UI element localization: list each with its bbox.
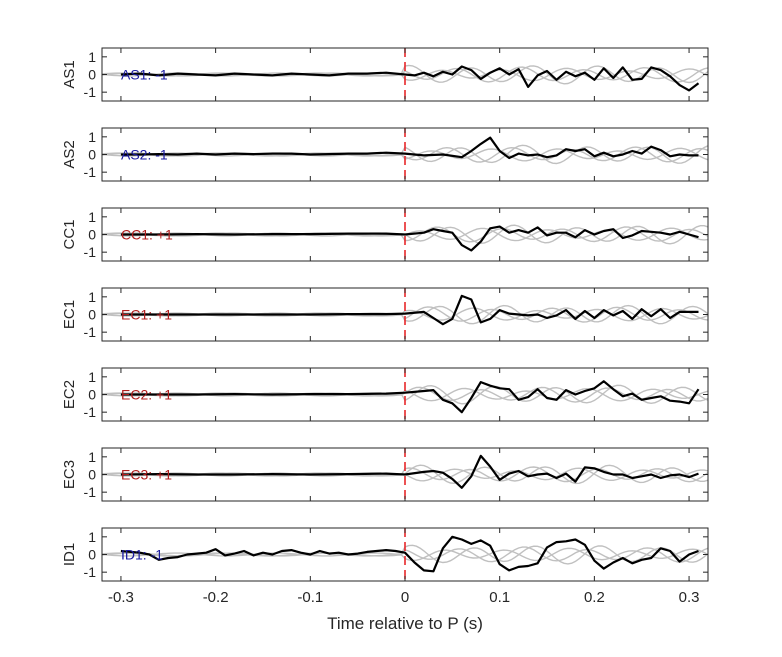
polarity-annotation-ec2: EC2: +1 [121,387,172,403]
y-tick-label-ec3: 1 [88,449,96,465]
polarity-annotation-as2: AS2: -1 [121,147,168,163]
x-tick-label: -0.3 [108,589,134,606]
y-tick-label-ec2: 0 [88,387,96,403]
polarity-annotation-id1: ID1: -1 [121,547,163,563]
trace-ec3 [120,454,699,489]
y-tick-label-as2: 0 [88,147,96,163]
polarity-annotation-ec1: EC1: +1 [121,307,172,323]
x-tick-label: -0.1 [297,589,323,606]
y-tick-label-cc1: 0 [88,227,96,243]
trace-as1 [120,65,700,92]
trace-id1 [120,535,699,573]
x-tick-label: 0 [401,589,409,606]
station-label-as2: AS2 [61,140,78,168]
y-tick-label-cc1: -1 [84,244,97,260]
y-tick-label-id1: -1 [84,564,97,580]
trace-as2 [120,136,699,160]
y-tick-label-ec1: 0 [88,307,96,323]
station-label-ec2: EC2 [61,380,78,409]
y-tick-label-as1: -1 [84,84,97,100]
x-axis-label: Time relative to P (s) [327,614,483,633]
y-tick-label-as2: -1 [84,164,97,180]
station-label-cc1: CC1 [61,219,78,249]
y-tick-label-ec1: -1 [84,324,97,340]
trace-cc1 [120,225,699,252]
trace-ec2 [120,380,700,414]
x-tick-label: -0.2 [203,589,229,606]
y-tick-label-ec2: -1 [84,404,97,420]
trace-ec1 [120,294,699,326]
y-tick-label-ec3: 0 [88,467,96,483]
station-label-id1: ID1 [61,543,78,566]
station-label-ec3: EC3 [61,460,78,489]
y-tick-label-ec3: -1 [84,484,97,500]
x-tick-label: 0.2 [584,589,605,606]
x-tick-label: 0.1 [489,589,510,606]
y-tick-label-as1: 0 [88,67,96,83]
station-label-as1: AS1 [61,60,78,88]
station-label-ec1: EC1 [61,300,78,329]
y-tick-label-cc1: 1 [88,209,96,225]
polarity-annotation-cc1: CC1: +1 [121,227,173,243]
x-tick-label: 0.3 [679,589,700,606]
polarity-annotation-ec3: EC3: +1 [121,467,172,483]
y-tick-label-ec1: 1 [88,289,96,305]
y-tick-label-ec2: 1 [88,369,96,385]
y-tick-label-as1: 1 [88,49,96,65]
y-tick-label-id1: 0 [88,547,96,563]
y-tick-label-as2: 1 [88,129,96,145]
y-tick-label-id1: 1 [88,529,96,545]
polarity-annotation-as1: AS1: -1 [121,67,168,83]
